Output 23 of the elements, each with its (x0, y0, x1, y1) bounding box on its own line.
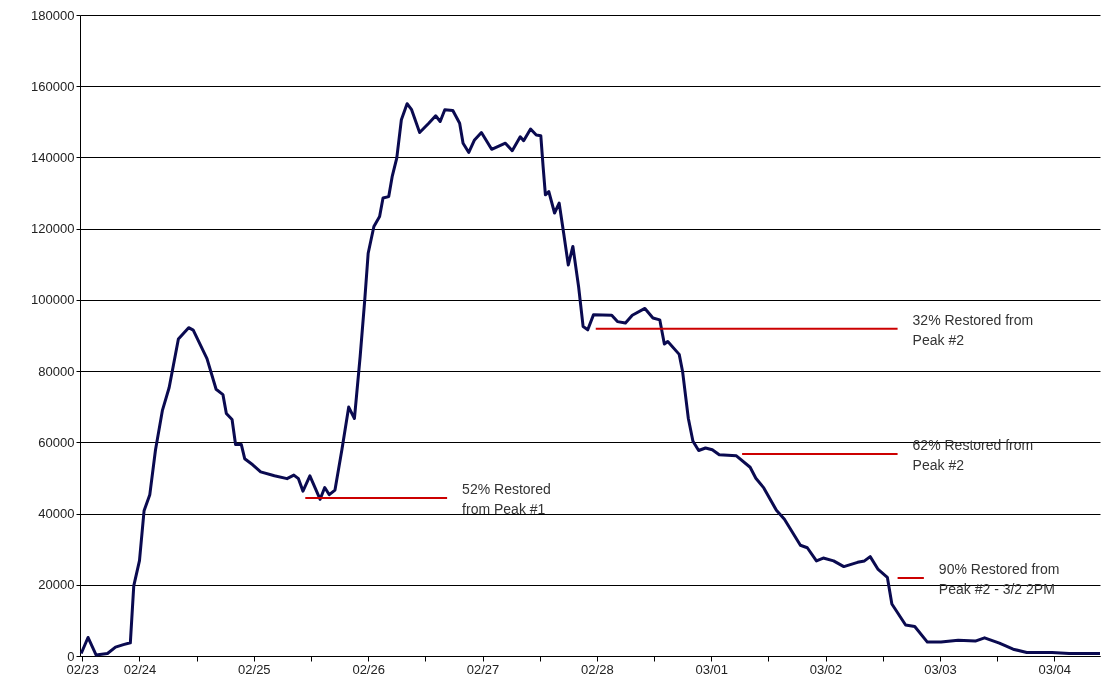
x-tick-label: 02/25 (238, 661, 271, 677)
x-tick-label: 02/23 (66, 661, 100, 677)
y-tick-label: 20000 (38, 577, 75, 593)
x-tick-label: 03/04 (1038, 661, 1072, 677)
series-label: 52% Restored from Peak #1 (462, 480, 551, 517)
series-label: 32% Restored from Peak #2 (912, 311, 1034, 348)
y-tick-label: 120000 (31, 221, 75, 237)
y-tick-label: 180000 (31, 7, 75, 23)
x-tick-label: 02/27 (466, 661, 500, 677)
x-tick-label: 03/01 (695, 661, 728, 677)
series-label: 90% Restored from Peak #2 - 3/2 2PM (938, 561, 1060, 598)
x-tick-label: 02/28 (581, 661, 614, 677)
x-tick-label: 02/24 (123, 661, 157, 677)
y-tick-label: 160000 (31, 78, 75, 94)
y-tick-label: 0 (67, 648, 75, 664)
y-tick-label: 140000 (31, 149, 75, 165)
y-tick-label: 100000 (31, 292, 75, 308)
y-tick-label: 40000 (38, 506, 75, 522)
y-tick-label: 80000 (38, 363, 75, 379)
x-tick-label: 03/02 (809, 661, 843, 677)
y-tick-label: 60000 (38, 434, 75, 450)
x-tick-label: 02/26 (352, 661, 385, 677)
x-tick-label: 03/03 (924, 661, 957, 677)
